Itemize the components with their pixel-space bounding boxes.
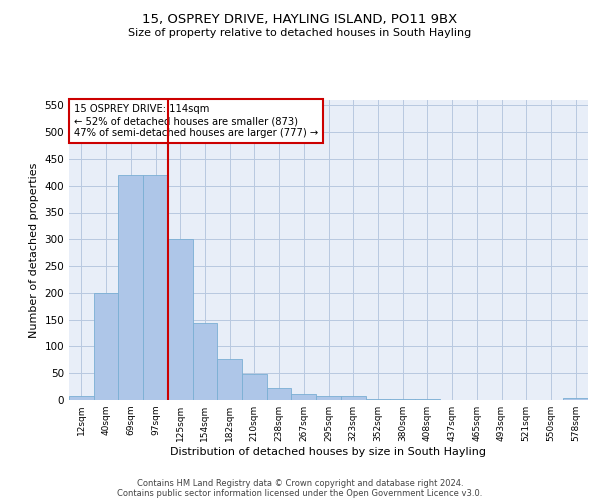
Text: Contains HM Land Registry data © Crown copyright and database right 2024.: Contains HM Land Registry data © Crown c… [137,478,463,488]
X-axis label: Distribution of detached houses by size in South Hayling: Distribution of detached houses by size … [170,447,487,457]
Bar [193,324,217,400]
Bar [118,175,143,400]
Text: 15 OSPREY DRIVE: 114sqm
← 52% of detached houses are smaller (873)
47% of semi-d: 15 OSPREY DRIVE: 114sqm ← 52% of detache… [74,104,319,138]
Bar [69,396,94,400]
Bar [217,359,242,400]
Bar [341,396,365,400]
Y-axis label: Number of detached properties: Number of detached properties [29,162,39,338]
Bar [242,374,267,400]
Bar [316,396,341,400]
Text: Size of property relative to detached houses in South Hayling: Size of property relative to detached ho… [128,28,472,38]
Bar [563,398,588,400]
Bar [143,175,168,400]
Bar [292,394,316,400]
Bar [168,240,193,400]
Text: 15, OSPREY DRIVE, HAYLING ISLAND, PO11 9BX: 15, OSPREY DRIVE, HAYLING ISLAND, PO11 9… [142,12,458,26]
Bar [94,293,118,400]
Text: Contains public sector information licensed under the Open Government Licence v3: Contains public sector information licen… [118,488,482,498]
Bar [267,388,292,400]
